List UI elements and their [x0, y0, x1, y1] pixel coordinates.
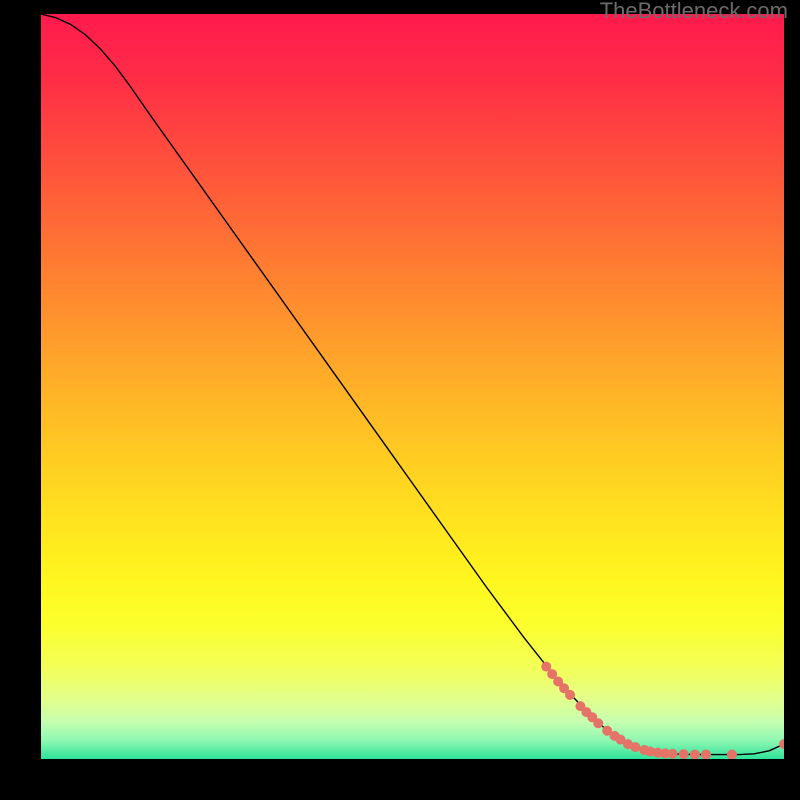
attribution-label: TheBottleneck.com [600, 0, 788, 24]
data-marker [631, 743, 640, 752]
data-marker [690, 750, 699, 759]
bottleneck-chart [41, 14, 784, 759]
data-marker [566, 690, 575, 699]
data-marker [701, 750, 710, 759]
data-marker [679, 750, 688, 759]
data-marker [668, 749, 677, 758]
chart-frame: TheBottleneck.com [0, 0, 800, 800]
data-marker [727, 750, 736, 759]
data-marker [548, 670, 557, 679]
data-marker [780, 740, 785, 749]
gradient-background [41, 14, 784, 759]
data-marker [542, 662, 551, 671]
data-marker [594, 719, 603, 728]
